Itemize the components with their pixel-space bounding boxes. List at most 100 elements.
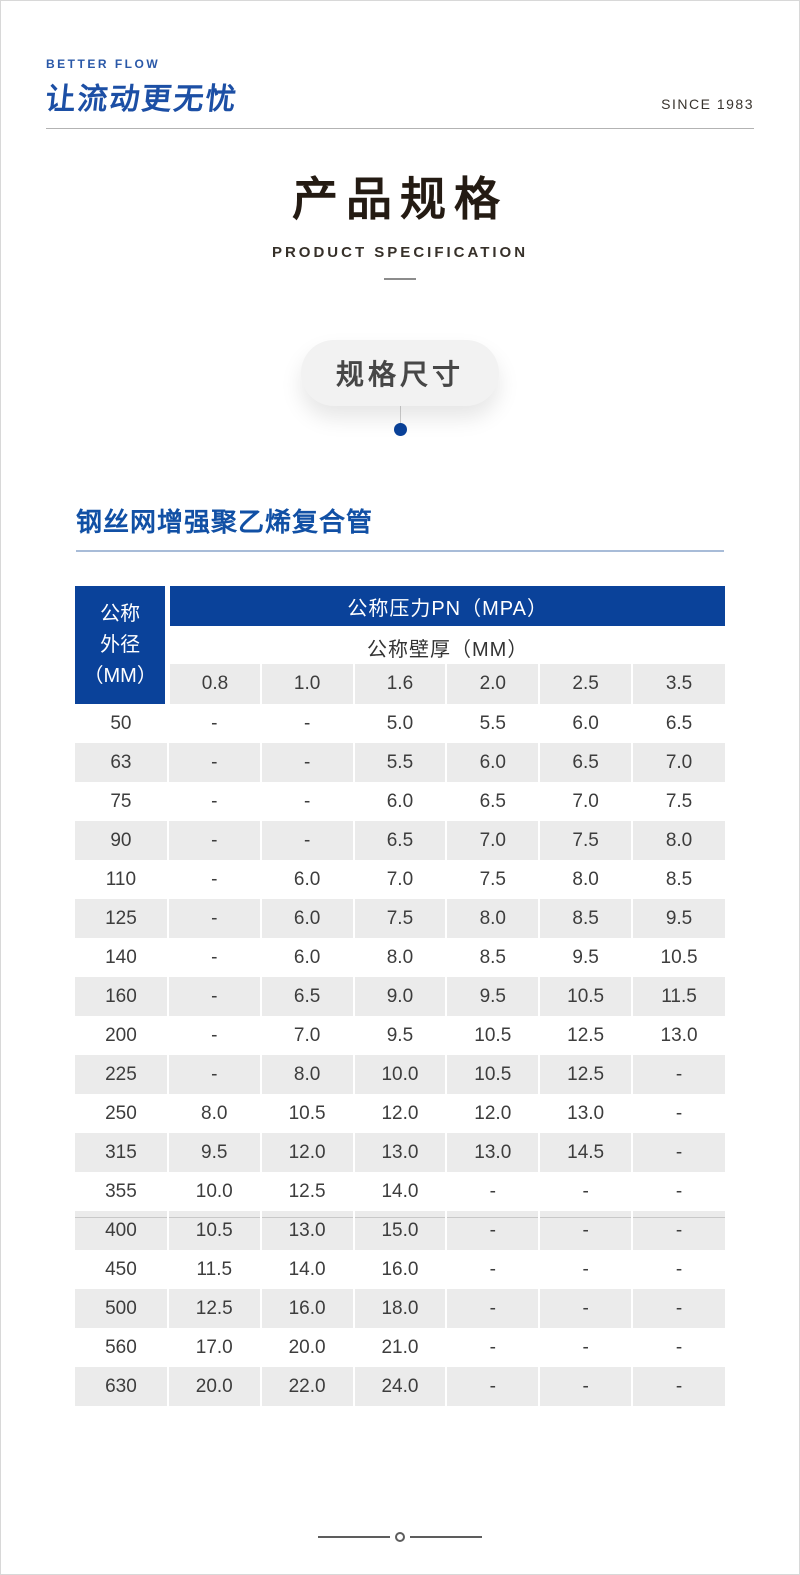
table-row: 400 10.5 13.0 15.0- - - [75, 1211, 725, 1250]
brand-tagline-en: BETTER FLOW [46, 57, 161, 71]
value-cell: - [631, 1211, 725, 1250]
spec-table-body: 50- -5.0 5.5 6.0 6.5 63- -5.5 6.0 6.5 7.0 75- -6.0 6… [75, 704, 725, 1406]
value-cell: - [538, 1211, 633, 1250]
table-row: 63- -5.5 6.0 6.5 7.0 [75, 743, 725, 782]
value-cell: 21.0 [352, 1328, 447, 1367]
value-cell: - [631, 1133, 725, 1172]
corner-header-od: 公称 外径 （MM） [75, 586, 171, 704]
value-cell: 13.0 [631, 1016, 725, 1055]
pressure-value-cell: 2.0 [445, 664, 540, 704]
value-cell: - [631, 1289, 725, 1328]
value-cell: 18.0 [352, 1289, 447, 1328]
value-cell: 9.5 [352, 1016, 447, 1055]
value-cell: 7.0 [631, 743, 725, 782]
value-cell: - [259, 704, 354, 743]
od-cell: 225 [105, 1063, 137, 1085]
pressure-values-row: 0.8 1.0 1.6 2.0 2.5 3.5 [75, 664, 725, 704]
value-cell: - [445, 1328, 540, 1367]
value-cell: 22.0 [259, 1367, 354, 1406]
value-cell: - [166, 821, 261, 860]
value-cell: 10.0 [166, 1172, 261, 1211]
pressure-value-cell: 3.5 [631, 664, 725, 704]
table-row: 355 10.0 12.5 14.0- - - [75, 1172, 725, 1211]
value-cell: 10.5 [445, 1016, 540, 1055]
pressure-value-cell: 2.5 [538, 664, 633, 704]
value-cell: 16.0 [259, 1289, 354, 1328]
value-cell: 7.0 [538, 782, 633, 821]
od-cell: 75 [110, 790, 132, 812]
since-label: SINCE 1983 [661, 96, 754, 112]
value-cell: 6.0 [259, 860, 354, 899]
table-row: 75- -6.0 6.5 7.0 7.5 [75, 782, 725, 821]
value-cell: - [259, 821, 354, 860]
table-row: 450 11.5 14.0 16.0- - - [75, 1250, 725, 1289]
value-cell: 6.5 [259, 977, 354, 1016]
value-cell: 5.0 [352, 704, 447, 743]
value-cell: - [445, 1211, 540, 1250]
value-cell: 12.5 [538, 1016, 633, 1055]
section-block: 钢丝网增强聚乙烯复合管 [76, 502, 724, 552]
od-cell: 200 [105, 1024, 137, 1046]
value-cell: 13.0 [352, 1133, 447, 1172]
pressure-value-cell: 1.0 [259, 664, 354, 704]
badge-dot [393, 423, 407, 436]
value-cell: 17.0 [166, 1328, 261, 1367]
value-cell: 14.0 [259, 1250, 354, 1289]
table-row: 90- -6.5 7.0 7.5 8.0 [75, 821, 725, 860]
spec-table: 公称 外径 （MM） 公称压力PN（MPA） 公称壁厚（MM） 0.8 1.0 1.… [75, 586, 725, 1406]
value-cell: 6.0 [259, 899, 354, 938]
value-cell: 12.0 [259, 1133, 354, 1172]
title-underline [384, 278, 416, 280]
footer-line-right [410, 1536, 482, 1538]
value-cell: 8.0 [538, 860, 633, 899]
value-cell: - [259, 743, 354, 782]
value-cell: 6.0 [445, 743, 540, 782]
table-row: 500 12.5 16.0 18.0- - - [75, 1289, 725, 1328]
value-cell: - [445, 1250, 540, 1289]
value-cell: 13.0 [259, 1211, 354, 1250]
value-cell: 12.5 [538, 1055, 633, 1094]
value-cell: 6.5 [631, 704, 725, 743]
od-cell: 250 [105, 1102, 137, 1124]
page-header: BETTER FLOW 让流动更无忧 SINCE 1983 [1, 1, 799, 118]
value-cell: 8.0 [631, 821, 725, 860]
od-cell: 125 [105, 907, 137, 929]
value-cell: 8.0 [445, 899, 540, 938]
value-cell: 6.5 [445, 782, 540, 821]
value-cell: 9.0 [352, 977, 447, 1016]
value-cell: 7.5 [445, 860, 540, 899]
value-cell: - [538, 1328, 633, 1367]
value-cell: - [166, 860, 261, 899]
pressure-value-cell: 1.6 [352, 664, 447, 704]
brand-logo: BETTER FLOW 让流动更无忧 [44, 57, 239, 118]
value-cell: 10.5 [445, 1055, 540, 1094]
value-cell: - [166, 1055, 261, 1094]
value-cell: - [631, 1094, 725, 1133]
table-row: 315 9.5 12.0 13.0 13.0 14.5- [75, 1133, 725, 1172]
value-cell: 6.5 [352, 821, 447, 860]
od-cell: 355 [105, 1180, 137, 1202]
value-cell: - [445, 1172, 540, 1211]
table-row: 250 8.0 10.5 12.0 12.0 13.0- [75, 1094, 725, 1133]
pressure-header: 公称压力PN（MPA） [167, 586, 725, 630]
value-cell: 8.5 [445, 938, 540, 977]
value-cell: - [631, 1367, 725, 1406]
pressure-value-cell: 0.8 [167, 664, 261, 704]
value-cell: 12.5 [166, 1289, 261, 1328]
od-cell: 90 [110, 829, 132, 851]
table-row: 160 -6.5 9.0 9.5 10.5 11.5 [75, 977, 725, 1016]
value-cell: 10.5 [166, 1211, 261, 1250]
badge-block: 规格尺寸 [1, 340, 799, 436]
value-cell: 10.5 [538, 977, 633, 1016]
value-cell: 12.0 [445, 1094, 540, 1133]
value-cell: - [166, 977, 261, 1016]
value-cell: 6.5 [538, 743, 633, 782]
value-cell: 9.5 [538, 938, 633, 977]
value-cell: 20.0 [166, 1367, 261, 1406]
value-cell: 8.0 [352, 938, 447, 977]
value-cell: 8.5 [631, 860, 725, 899]
value-cell: 15.0 [352, 1211, 447, 1250]
section-heading: 钢丝网增强聚乙烯复合管 [76, 502, 724, 552]
value-cell: - [166, 782, 261, 821]
